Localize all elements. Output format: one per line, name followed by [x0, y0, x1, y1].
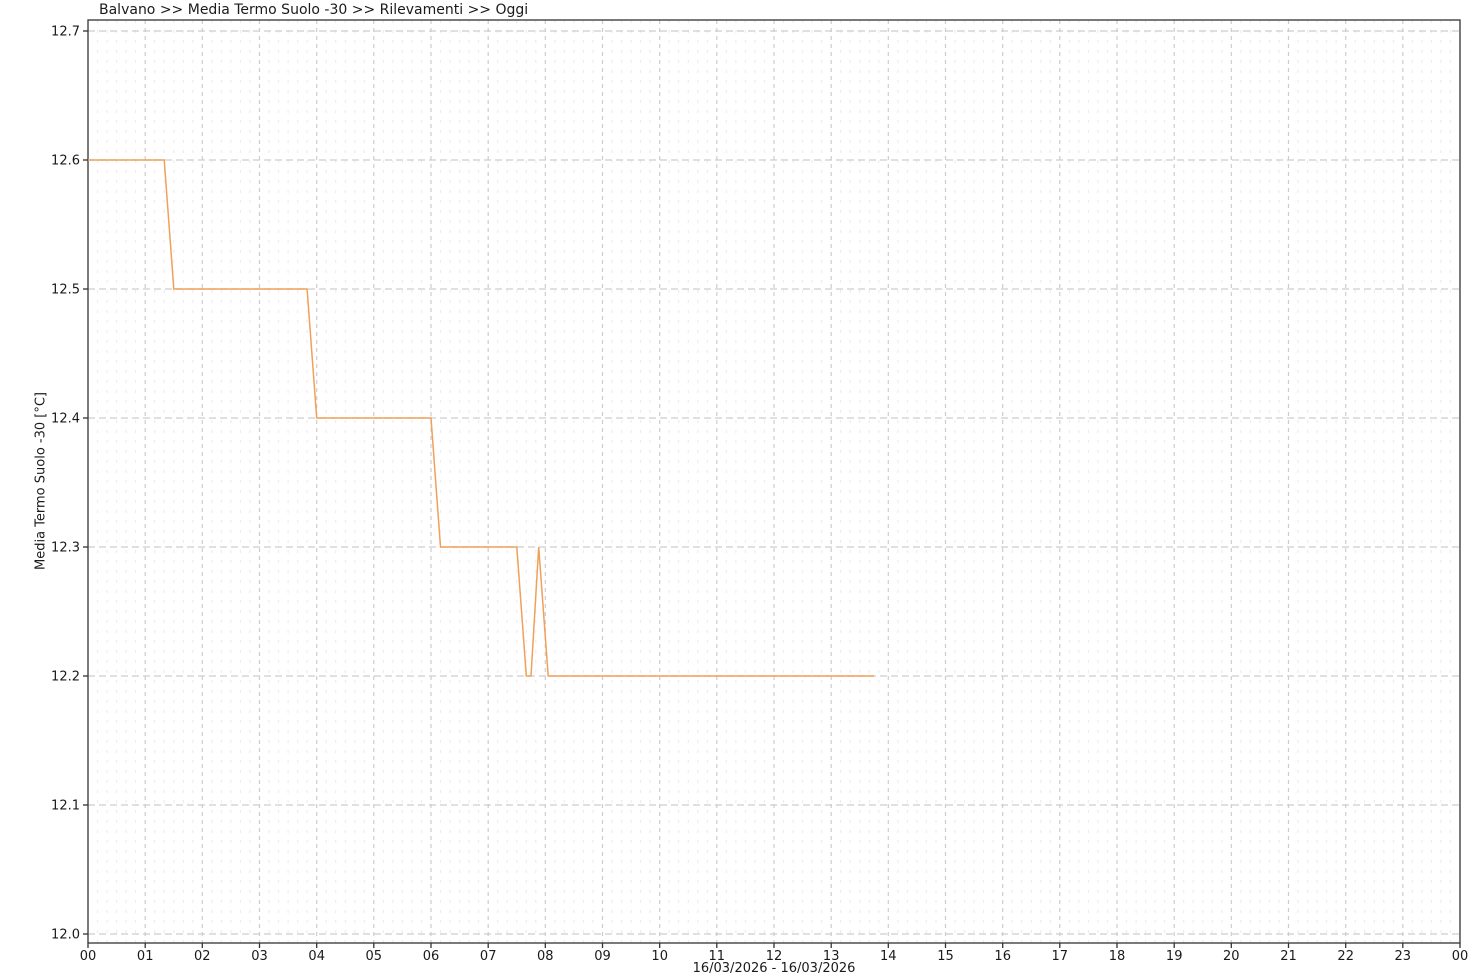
svg-text:12.7: 12.7	[51, 25, 80, 40]
svg-text:06: 06	[423, 949, 440, 964]
svg-text:20: 20	[1223, 949, 1240, 964]
svg-text:12.5: 12.5	[51, 283, 80, 298]
svg-text:12.6: 12.6	[51, 154, 80, 169]
grid-major-vertical	[144, 20, 1404, 943]
svg-text:05: 05	[366, 949, 383, 964]
x-tick-labels: 00 01 02 03 04 05 06 07 08 09 10 11 12 13 14 15 16 17 18 19…	[80, 943, 1469, 964]
svg-text:22: 22	[1337, 949, 1354, 964]
series-line	[88, 159, 874, 677]
svg-text:12: 12	[766, 949, 783, 964]
svg-text:23: 23	[1395, 949, 1412, 964]
svg-text:01: 01	[137, 949, 154, 964]
svg-text:17: 17	[1052, 949, 1069, 964]
svg-text:15: 15	[937, 949, 954, 964]
svg-text:11: 11	[709, 949, 726, 964]
svg-text:18: 18	[1109, 949, 1126, 964]
svg-text:12.2: 12.2	[51, 670, 80, 685]
svg-text:00: 00	[1452, 949, 1469, 964]
svg-text:00: 00	[80, 949, 97, 964]
svg-text:12.1: 12.1	[51, 799, 80, 814]
svg-text:13: 13	[823, 949, 840, 964]
svg-text:09: 09	[594, 949, 611, 964]
svg-text:14: 14	[880, 949, 897, 964]
svg-text:04: 04	[308, 949, 325, 964]
svg-text:12.4: 12.4	[51, 412, 80, 427]
chart-title: Balvano >> Media Termo Suolo -30 >> Rile…	[99, 2, 529, 18]
y-tick-labels: 12.0 12.1 12.2 12.3 12.4 12.5 12.6 12.7	[51, 25, 88, 943]
svg-text:02: 02	[194, 949, 211, 964]
svg-text:21: 21	[1280, 949, 1297, 964]
svg-text:12.0: 12.0	[51, 928, 80, 943]
svg-text:12.3: 12.3	[51, 541, 80, 556]
svg-text:07: 07	[480, 949, 497, 964]
svg-text:19: 19	[1166, 949, 1183, 964]
svg-text:10: 10	[651, 949, 668, 964]
svg-text:16: 16	[994, 949, 1011, 964]
svg-text:03: 03	[251, 949, 268, 964]
svg-text:08: 08	[537, 949, 554, 964]
x-axis-title: 16/03/2026 - 16/03/2026	[692, 961, 856, 976]
grid-minor	[96, 20, 1452, 943]
